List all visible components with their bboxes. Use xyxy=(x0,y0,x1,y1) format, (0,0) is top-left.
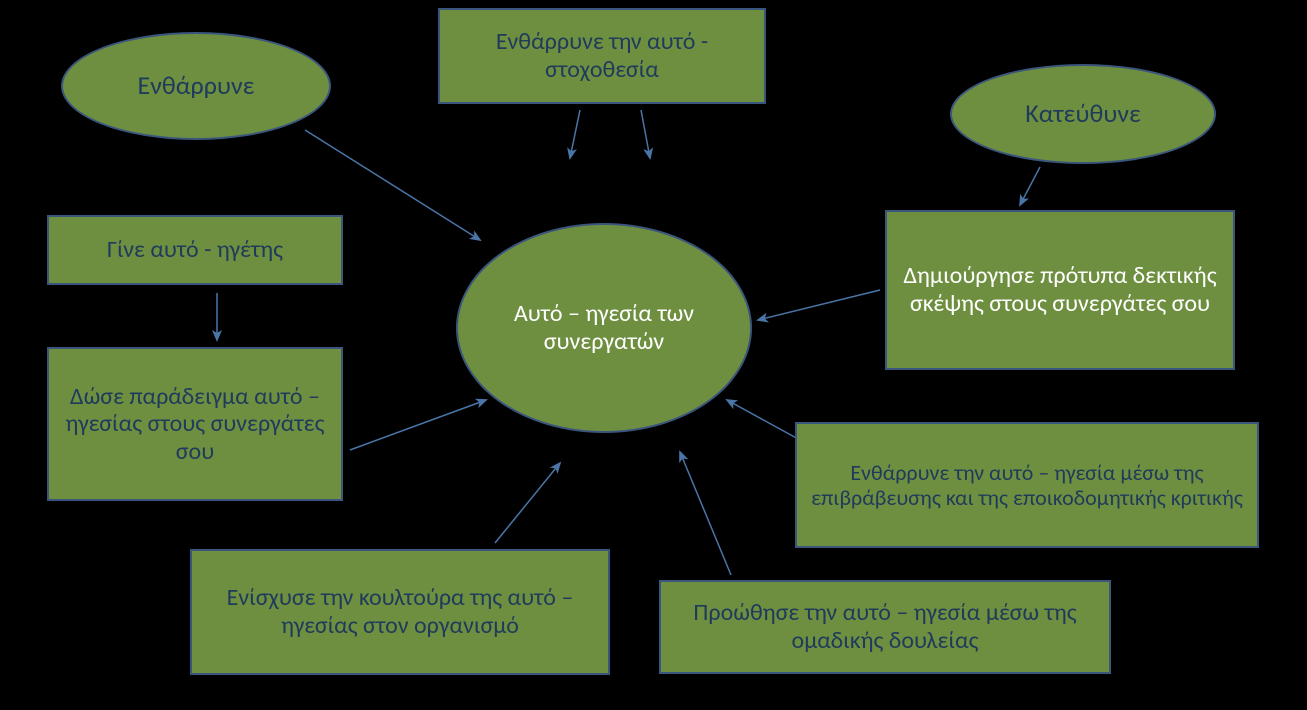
node-label: Δώσε παράδειγμα αυτό – ηγεσίας στους συν… xyxy=(59,383,331,466)
node-example: Δώσε παράδειγμα αυτό – ηγεσίας στους συν… xyxy=(47,347,343,501)
edge-4 xyxy=(758,290,880,320)
edge-2 xyxy=(641,110,650,158)
node-label: Αυτό – ηγεσία των συνεργατών xyxy=(468,300,740,355)
node-label: Κατεύθυνε xyxy=(1025,99,1141,129)
node-label: Δημιούργησε πρότυπα δεκτικής σκέψης στου… xyxy=(897,262,1223,317)
node-label: Ενθάρρυνε xyxy=(138,71,255,101)
node-teamwork: Προώθησε την αυτό – ηγεσία μέσω της ομαδ… xyxy=(659,580,1111,674)
edge-5 xyxy=(727,400,800,440)
edge-7 xyxy=(495,463,560,543)
edge-3 xyxy=(1020,167,1040,205)
node-reward: Ενθάρρυνε την αυτό – ηγεσία μέσω της επι… xyxy=(795,422,1259,548)
edge-6 xyxy=(680,452,731,575)
node-label: Γίνε αυτό - ηγέτης xyxy=(107,236,283,264)
node-direct: Κατεύθυνε xyxy=(950,64,1216,164)
node-goalset: Ενθάρρυνε την αυτό - στοχοθεσία xyxy=(438,8,766,104)
diagram-canvas: Αυτό – ηγεσία των συνεργατών Ενθάρρυνε Κατ… xyxy=(0,0,1307,710)
node-label: Ενίσχυσε την κουλτούρα της αυτό – ηγεσία… xyxy=(202,584,598,639)
edge-8 xyxy=(350,400,486,450)
node-label: Προώθησε την αυτό – ηγεσία μέσω της ομαδ… xyxy=(671,599,1099,654)
edge-1 xyxy=(570,110,580,158)
node-label: Ενθάρρυνε την αυτό - στοχοθεσία xyxy=(450,28,754,83)
node-center: Αυτό – ηγεσία των συνεργατών xyxy=(456,223,752,433)
node-encourage: Ενθάρρυνε xyxy=(61,32,331,140)
node-patterns: Δημιούργησε πρότυπα δεκτικής σκέψης στου… xyxy=(885,210,1235,370)
node-culture: Ενίσχυσε την κουλτούρα της αυτό – ηγεσία… xyxy=(190,549,610,675)
node-label: Ενθάρρυνε την αυτό – ηγεσία μέσω της επι… xyxy=(807,460,1247,511)
node-selflead: Γίνε αυτό - ηγέτης xyxy=(47,215,343,285)
